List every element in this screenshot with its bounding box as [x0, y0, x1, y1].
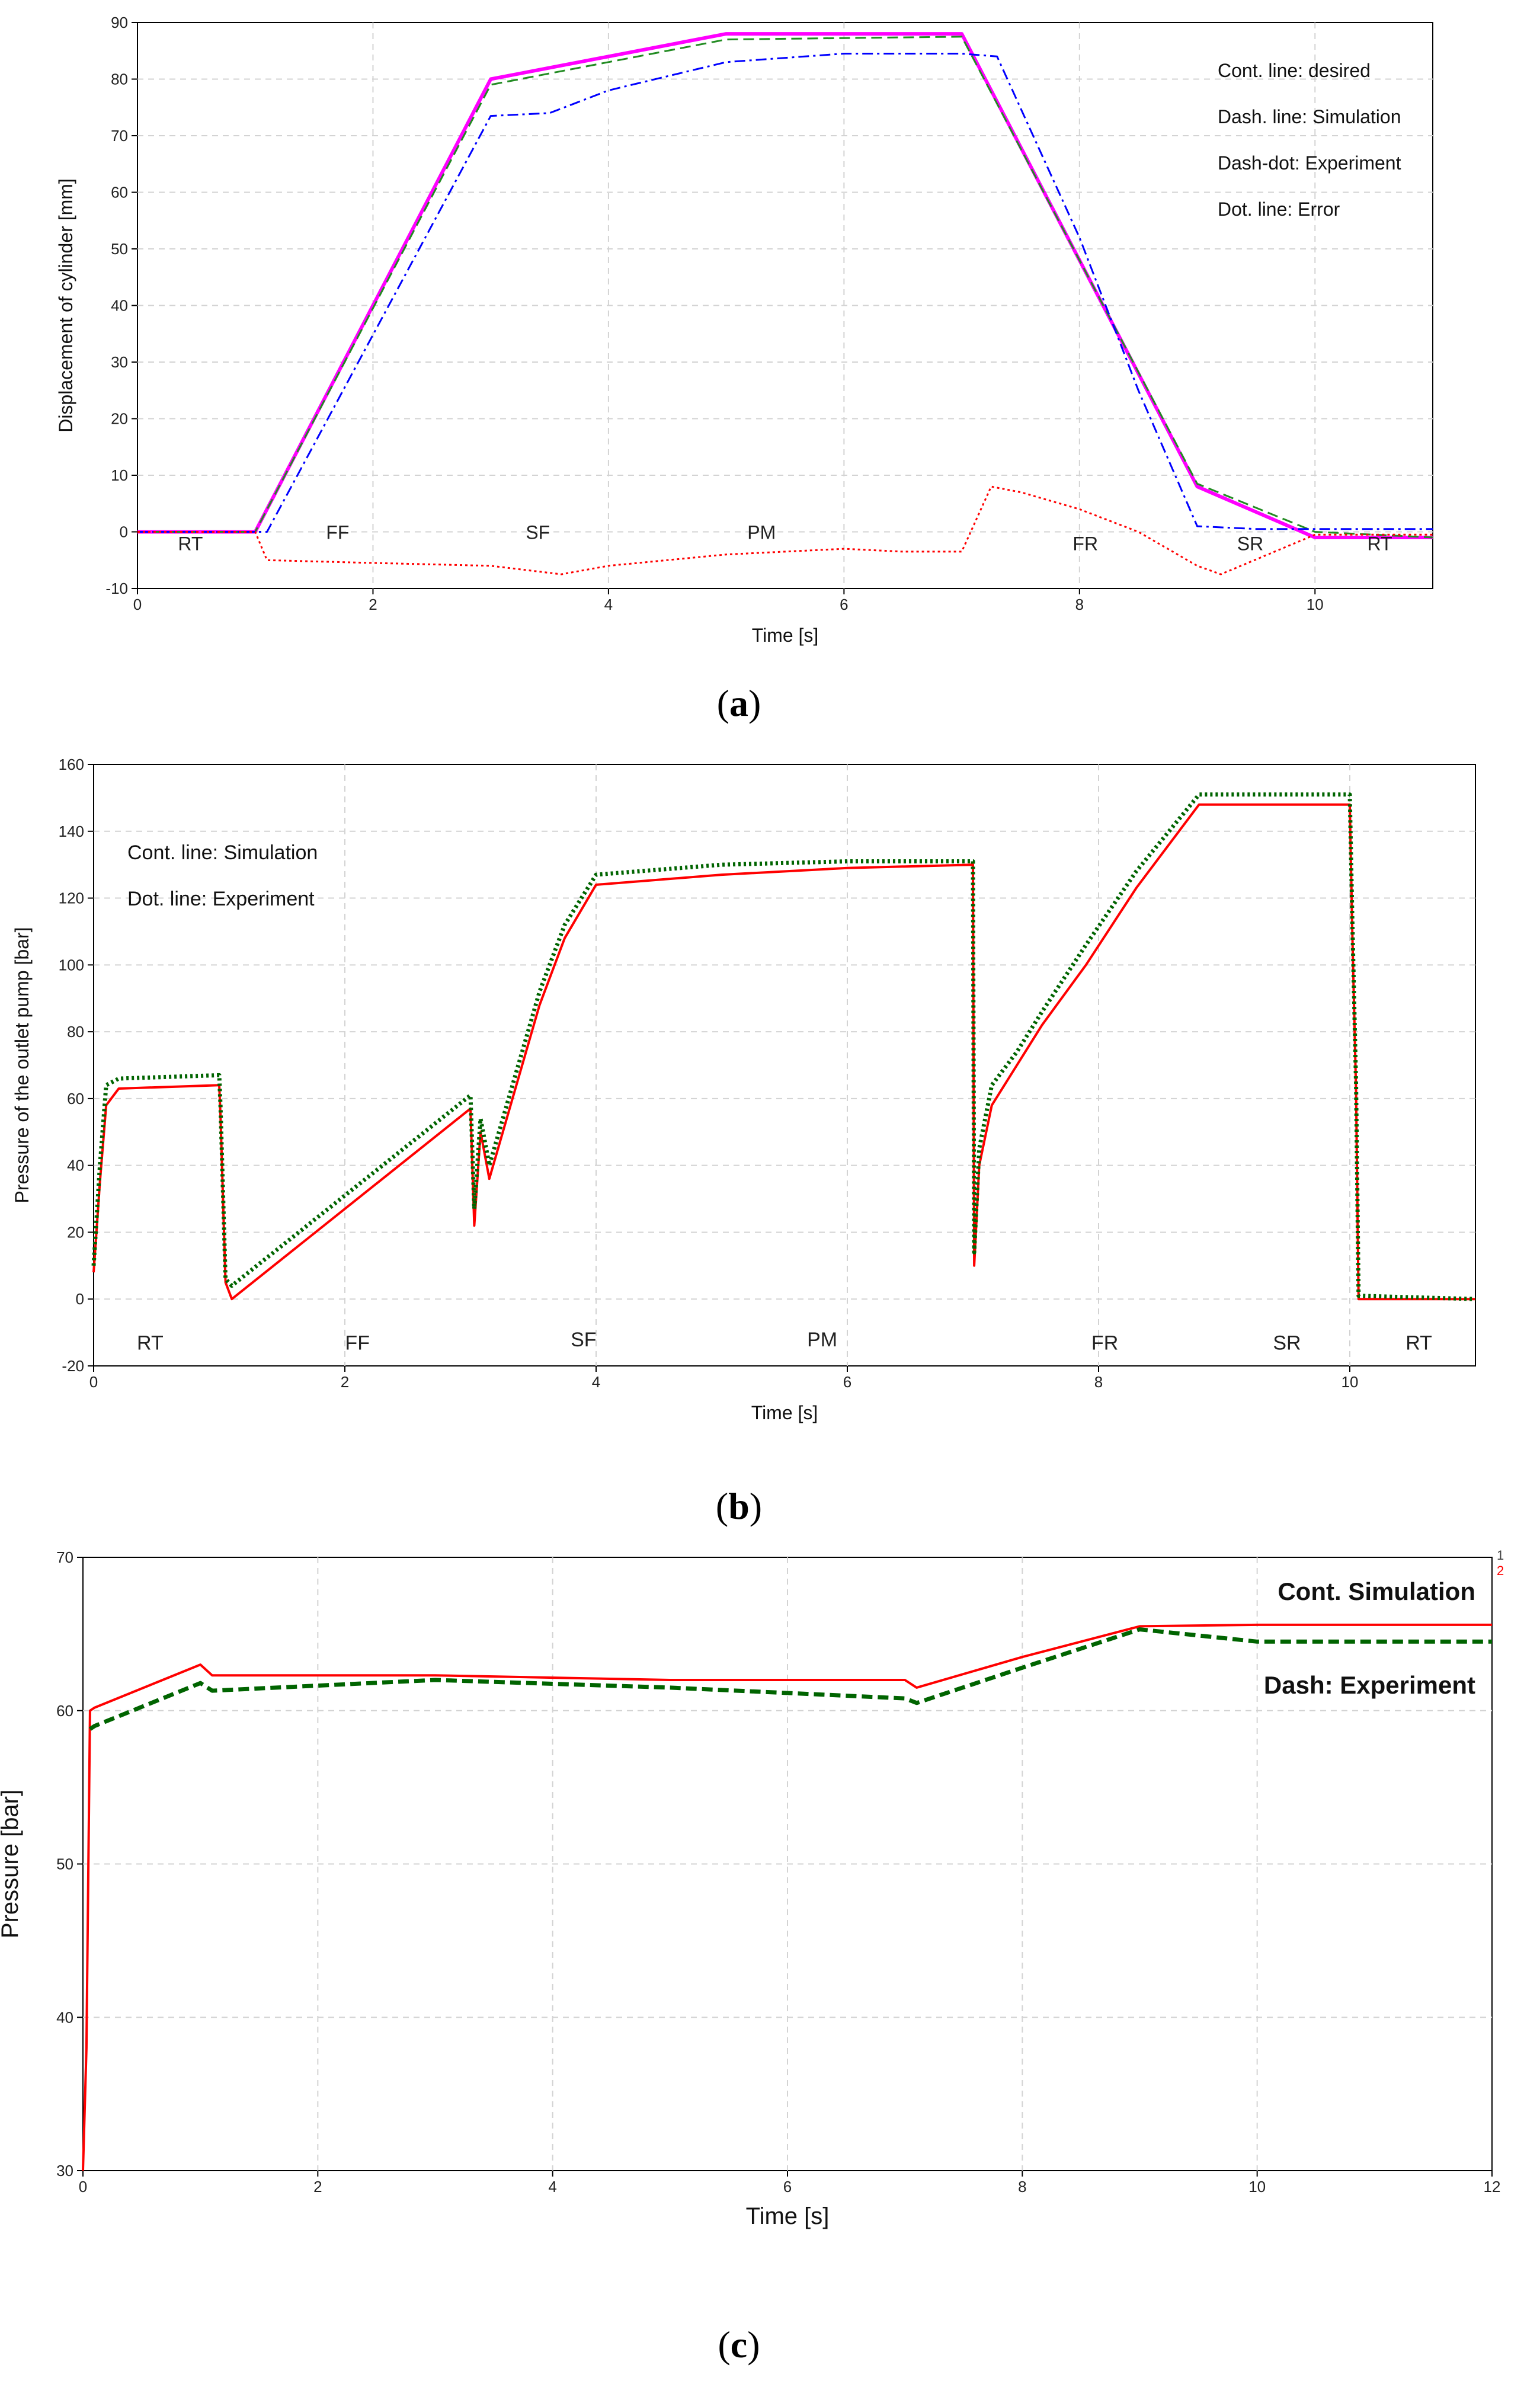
y-tick-label: 0	[76, 1290, 84, 1308]
x-tick-label: 12	[1484, 2178, 1501, 2196]
series-line-error	[137, 485, 1433, 575]
y-tick-label: 0	[120, 523, 128, 541]
y-axis-label: Pressure [bar]	[0, 1790, 23, 1938]
phase-label: FF	[345, 1332, 370, 1355]
y-tick-label: 40	[111, 297, 128, 315]
legend-entry: Dot. line: Experiment	[127, 888, 315, 910]
phase-label: FR	[1072, 533, 1098, 555]
y-tick-label: 60	[111, 184, 128, 201]
x-tick-label: 0	[133, 596, 142, 613]
panel-b-chart: 0 2 4 6 8 10 -20 0 20 40 60 80 100 120 140 160 Time [s] P…	[11, 756, 1476, 1423]
phase-label: RT	[137, 1332, 164, 1355]
phase-label: SR	[1273, 1332, 1301, 1355]
y-tick-label: 120	[59, 889, 84, 907]
x-tick-label: 0	[79, 2178, 87, 2196]
x-tick-label: 8	[1075, 596, 1084, 613]
phase-label: SF	[526, 522, 550, 543]
series-line-experiment	[91, 792, 1476, 1301]
y-tick-label: 50	[111, 240, 128, 258]
y-tick-label: 10	[111, 466, 128, 484]
y-tick-label: 20	[111, 410, 128, 428]
corner-label: 2	[1497, 1563, 1504, 1578]
y-tick-label: 30	[56, 2162, 73, 2180]
plot-area	[93, 764, 1476, 1366]
y-tick-label: 60	[56, 1702, 73, 1720]
x-tick-label: 4	[592, 1373, 600, 1391]
x-tick-label: 10	[1307, 596, 1324, 613]
legend-entry: Dash: Experiment	[1264, 1671, 1475, 1699]
x-tick-label: 4	[604, 596, 613, 613]
y-tick-label: 140	[59, 823, 84, 840]
x-axis-label: Time [s]	[752, 625, 819, 646]
x-tick-label: 0	[89, 1373, 98, 1391]
phase-label: RT	[1405, 1332, 1432, 1355]
legend-entry: Cont. line: desired	[1218, 60, 1371, 81]
series-line-simulation	[137, 36, 1433, 539]
y-tick-label: 60	[67, 1090, 84, 1108]
x-tick-label: 10	[1248, 2178, 1266, 2196]
phase-label: FF	[326, 522, 349, 543]
y-tick-label: 20	[67, 1223, 84, 1241]
x-axis-label: Time [s]	[751, 1402, 818, 1423]
y-tick-label: 30	[111, 353, 128, 371]
y-tick-label: 100	[59, 956, 84, 974]
phase-label: SF	[571, 1329, 596, 1351]
x-tick-label: 2	[341, 1373, 349, 1391]
panel-a-chart: 0 2 4 6 8 10 -10 0 10 20 30 40 50 60 70 80 90 Time [s] Dis…	[55, 14, 1433, 646]
legend-entry: Dash. line: Simulation	[1218, 106, 1401, 127]
x-tick-label: 8	[1094, 1373, 1103, 1391]
legend-entry: Dot. line: Error	[1218, 199, 1340, 220]
x-tick-label: 10	[1342, 1373, 1359, 1391]
x-tick-label: 4	[548, 2178, 556, 2196]
series-line-experiment	[88, 1627, 1492, 1731]
y-tick-label: 160	[59, 756, 84, 773]
series-line-simulation	[82, 1623, 1492, 2171]
caption-b: (b)	[715, 1485, 763, 1527]
y-tick-label: 40	[56, 2008, 73, 2026]
x-tick-label: 6	[840, 596, 848, 613]
y-tick-label: 90	[111, 14, 128, 31]
y-tick-label: 80	[67, 1023, 84, 1041]
phase-label: RT	[1368, 533, 1392, 555]
y-tick-label: -20	[62, 1357, 84, 1375]
y-tick-label: 80	[111, 71, 128, 88]
caption-a: (a)	[716, 682, 761, 724]
x-tick-label: 2	[369, 596, 377, 613]
x-tick-label: 2	[313, 2178, 322, 2196]
y-tick-label: 70	[56, 1548, 73, 1566]
x-tick-label: 8	[1018, 2178, 1026, 2196]
x-tick-label: 6	[843, 1373, 851, 1391]
legend-entry: Dash-dot: Experiment	[1218, 152, 1401, 174]
phase-label: RT	[178, 533, 203, 555]
legend-entry: Cont. Simulation	[1278, 1577, 1475, 1605]
phase-label: SR	[1237, 533, 1263, 555]
x-axis-label: Time [s]	[746, 2203, 830, 2229]
caption-c: (c)	[718, 2324, 760, 2366]
legend-entry: Cont. line: Simulation	[127, 841, 318, 864]
series-line-desired	[137, 32, 1433, 539]
y-tick-label: -10	[105, 580, 128, 597]
y-axis-label: Displacement of cylinder [mm]	[55, 178, 76, 433]
y-tick-label: 50	[56, 1855, 73, 1873]
y-tick-label: 40	[67, 1157, 84, 1175]
x-tick-label: 6	[783, 2178, 792, 2196]
phase-label: PM	[747, 522, 776, 543]
corner-label: 1	[1497, 1548, 1504, 1563]
y-tick-label: 70	[111, 127, 128, 145]
series-line-experiment	[137, 53, 1433, 533]
y-axis-label: Pressure of the outlet pump [bar]	[11, 927, 33, 1203]
phase-label: PM	[807, 1329, 837, 1351]
phase-label: FR	[1091, 1332, 1118, 1355]
